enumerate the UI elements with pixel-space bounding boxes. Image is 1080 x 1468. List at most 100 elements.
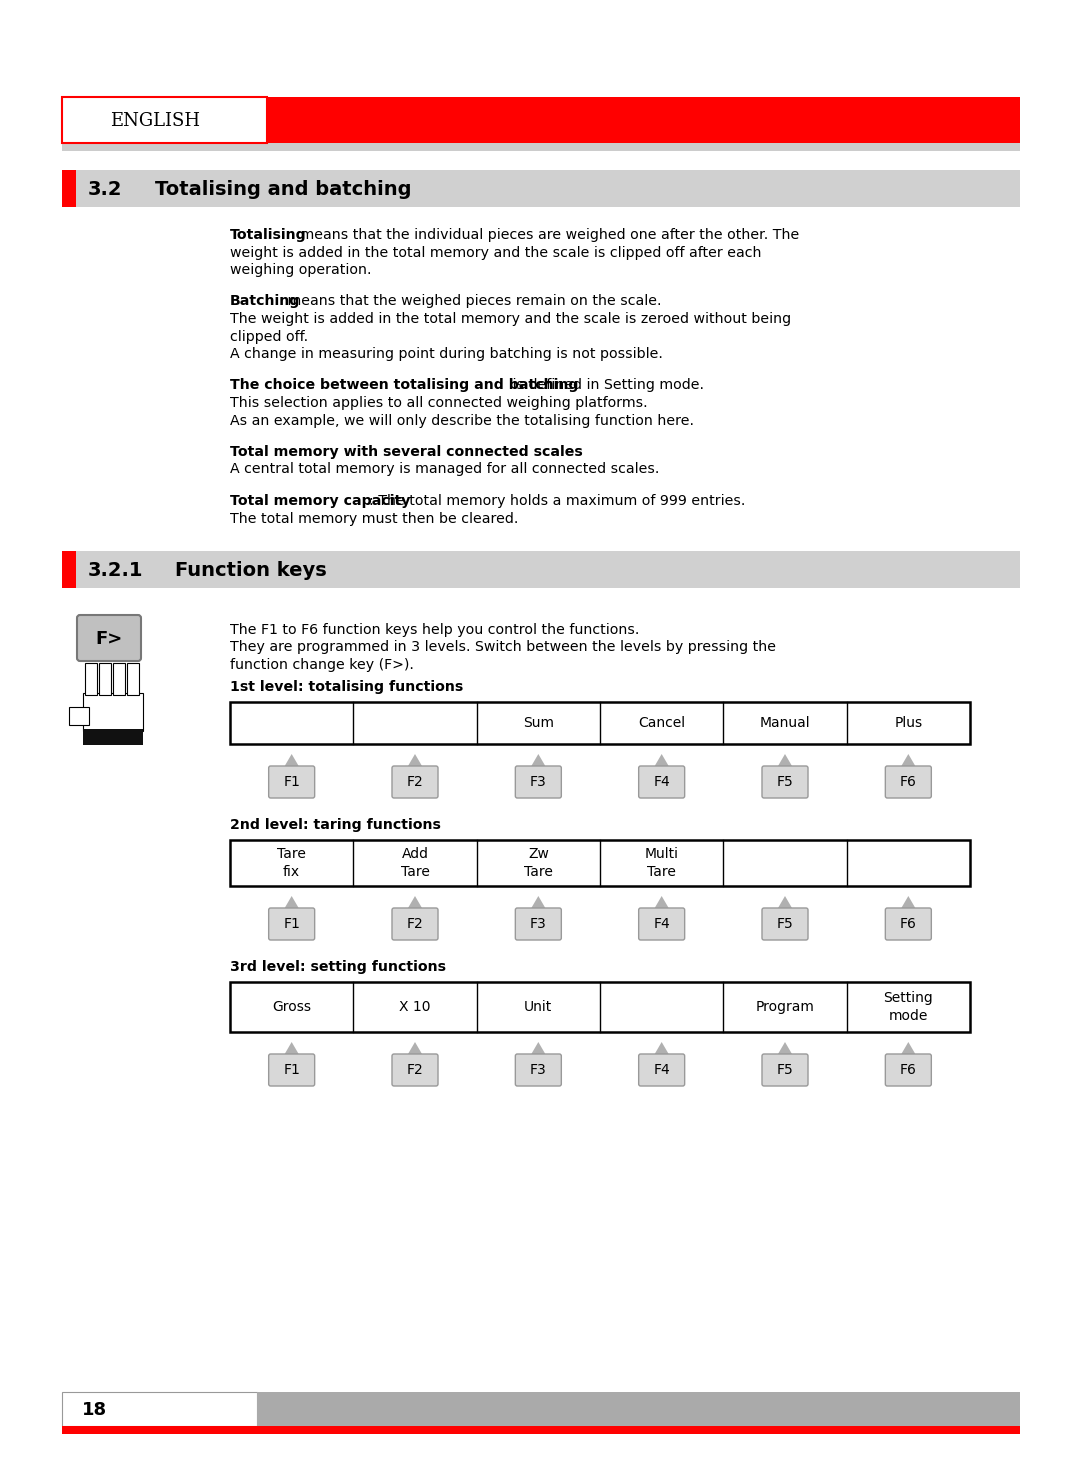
- Text: Plus: Plus: [894, 716, 922, 730]
- Polygon shape: [654, 895, 669, 909]
- Text: F4: F4: [653, 1063, 670, 1078]
- FancyBboxPatch shape: [638, 1054, 685, 1086]
- Text: Zw
Tare: Zw Tare: [524, 847, 553, 879]
- Text: Total memory capacity: Total memory capacity: [230, 495, 410, 508]
- Bar: [230, 840, 970, 887]
- Bar: [230, 702, 970, 744]
- Text: F3: F3: [530, 918, 546, 931]
- FancyBboxPatch shape: [392, 909, 438, 940]
- Polygon shape: [531, 895, 545, 909]
- Text: F2: F2: [407, 918, 423, 931]
- Text: weight is added in the total memory and the scale is clipped off after each: weight is added in the total memory and …: [230, 245, 761, 260]
- Bar: [267, 97, 1020, 142]
- Text: F1: F1: [283, 1063, 300, 1078]
- Text: 2nd level: taring functions: 2nd level: taring functions: [230, 818, 441, 832]
- Text: ENGLISH: ENGLISH: [110, 112, 200, 131]
- Polygon shape: [531, 755, 545, 766]
- Polygon shape: [285, 895, 299, 909]
- Text: F1: F1: [283, 775, 300, 788]
- Polygon shape: [778, 755, 792, 766]
- Bar: [113, 664, 125, 694]
- Polygon shape: [778, 1042, 792, 1054]
- Text: F2: F2: [407, 775, 423, 788]
- Text: Tare
fix: Tare fix: [278, 847, 306, 879]
- Text: weighing operation.: weighing operation.: [230, 263, 372, 277]
- Text: They are programmed in 3 levels. Switch between the levels by pressing the: They are programmed in 3 levels. Switch …: [230, 640, 777, 655]
- Text: F1: F1: [283, 918, 300, 931]
- Text: X 10: X 10: [400, 1000, 431, 1014]
- Polygon shape: [902, 1042, 916, 1054]
- Bar: [62, 550, 1020, 589]
- Text: Setting
mode: Setting mode: [883, 991, 933, 1023]
- Text: 3rd level: setting functions: 3rd level: setting functions: [230, 960, 446, 973]
- FancyBboxPatch shape: [886, 1054, 931, 1086]
- FancyBboxPatch shape: [269, 1054, 314, 1086]
- Polygon shape: [654, 755, 669, 766]
- Text: 1st level: totalising functions: 1st level: totalising functions: [230, 680, 463, 694]
- Bar: [257, 1392, 1020, 1425]
- Bar: [62, 97, 267, 142]
- FancyBboxPatch shape: [638, 766, 685, 799]
- Polygon shape: [902, 895, 916, 909]
- Text: 18: 18: [82, 1400, 107, 1420]
- Bar: [69, 708, 89, 725]
- Text: F2: F2: [407, 1063, 423, 1078]
- FancyBboxPatch shape: [269, 766, 314, 799]
- Polygon shape: [654, 1042, 669, 1054]
- Polygon shape: [902, 755, 916, 766]
- Text: Total memory with several connected scales: Total memory with several connected scal…: [230, 445, 583, 459]
- Text: means that the weighed pieces remain on the scale.: means that the weighed pieces remain on …: [283, 295, 662, 308]
- Text: F5: F5: [777, 918, 794, 931]
- Text: A central total memory is managed for all connected scales.: A central total memory is managed for al…: [230, 462, 660, 477]
- Text: Program: Program: [756, 1000, 814, 1014]
- Text: F6: F6: [900, 918, 917, 931]
- Text: Cancel: Cancel: [638, 716, 685, 730]
- Text: : The total memory holds a maximum of 999 entries.: : The total memory holds a maximum of 99…: [369, 495, 745, 508]
- Text: Gross: Gross: [272, 1000, 311, 1014]
- FancyBboxPatch shape: [515, 766, 562, 799]
- Bar: [85, 664, 97, 694]
- Text: F5: F5: [777, 775, 794, 788]
- Text: F5: F5: [777, 1063, 794, 1078]
- Bar: [99, 664, 111, 694]
- Bar: [62, 142, 1020, 151]
- Text: The F1 to F6 function keys help you control the functions.: The F1 to F6 function keys help you cont…: [230, 622, 639, 637]
- Polygon shape: [285, 755, 299, 766]
- FancyBboxPatch shape: [762, 909, 808, 940]
- Text: Totalising: Totalising: [230, 228, 307, 242]
- Text: F>: F>: [95, 630, 123, 647]
- Bar: [230, 982, 970, 1032]
- Text: Unit: Unit: [524, 1000, 553, 1014]
- Bar: [62, 1425, 1020, 1434]
- Text: 3.2: 3.2: [87, 181, 122, 200]
- FancyBboxPatch shape: [762, 1054, 808, 1086]
- Text: The choice between totalising and batching: The choice between totalising and batchi…: [230, 379, 579, 392]
- Text: A change in measuring point during batching is not possible.: A change in measuring point during batch…: [230, 346, 663, 361]
- Bar: [62, 550, 76, 589]
- Text: means that the individual pieces are weighed one after the other. The: means that the individual pieces are wei…: [296, 228, 799, 242]
- Text: is defined in Setting mode.: is defined in Setting mode.: [509, 379, 704, 392]
- Bar: [62, 1392, 257, 1425]
- Text: F6: F6: [900, 1063, 917, 1078]
- Polygon shape: [408, 755, 422, 766]
- Text: Sum: Sum: [523, 716, 554, 730]
- Text: This selection applies to all connected weighing platforms.: This selection applies to all connected …: [230, 396, 648, 410]
- Text: Totalising and batching: Totalising and batching: [156, 181, 411, 200]
- Text: F3: F3: [530, 1063, 546, 1078]
- Text: Add
Tare: Add Tare: [401, 847, 430, 879]
- FancyBboxPatch shape: [762, 766, 808, 799]
- FancyBboxPatch shape: [77, 615, 141, 661]
- Text: function change key (F>).: function change key (F>).: [230, 658, 414, 672]
- FancyBboxPatch shape: [638, 909, 685, 940]
- Text: F4: F4: [653, 775, 670, 788]
- Text: F6: F6: [900, 775, 917, 788]
- Bar: [127, 664, 139, 694]
- Text: Batching: Batching: [230, 295, 300, 308]
- FancyBboxPatch shape: [886, 909, 931, 940]
- Text: clipped off.: clipped off.: [230, 329, 308, 344]
- Text: Manual: Manual: [759, 716, 810, 730]
- Text: F3: F3: [530, 775, 546, 788]
- Text: The total memory must then be cleared.: The total memory must then be cleared.: [230, 511, 518, 526]
- Polygon shape: [408, 1042, 422, 1054]
- Text: The weight is added in the total memory and the scale is zeroed without being: The weight is added in the total memory …: [230, 313, 792, 326]
